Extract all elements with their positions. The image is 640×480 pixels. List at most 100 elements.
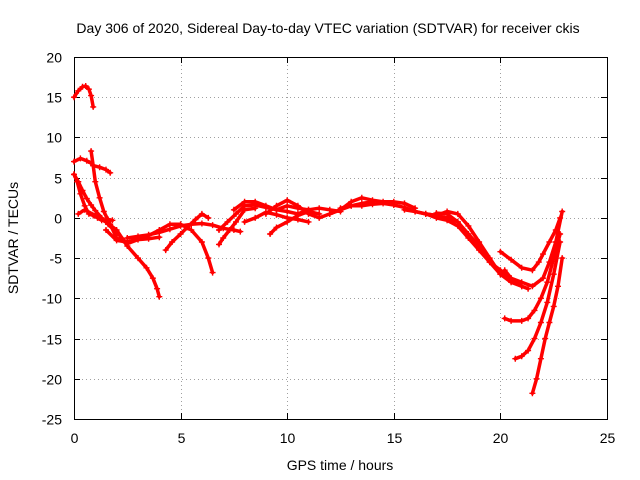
data-point — [77, 190, 84, 197]
series-arc-x — [529, 255, 566, 397]
data-point — [109, 217, 116, 224]
chart-title: Day 306 of 2020, Sidereal Day-to-day VTE… — [76, 20, 579, 36]
data-point — [444, 217, 451, 224]
series-arc-v — [501, 231, 564, 324]
data-point — [305, 210, 312, 217]
data-point — [529, 267, 536, 274]
x-tick-label: 10 — [280, 430, 296, 446]
data-point — [198, 239, 205, 245]
data-point — [557, 239, 564, 245]
data-point — [74, 178, 81, 185]
data-point — [96, 194, 103, 201]
data-point — [135, 233, 141, 240]
data-point — [486, 259, 493, 266]
data-point — [518, 353, 525, 360]
y-tick-label: -10 — [42, 291, 62, 307]
data-point — [531, 307, 538, 314]
series-arc-b — [88, 148, 163, 247]
data-point — [252, 198, 259, 205]
data-point — [103, 166, 109, 173]
data-point — [90, 103, 97, 110]
series-arc-high — [71, 83, 97, 110]
data-point — [233, 210, 239, 217]
series-arc-h — [124, 220, 244, 241]
data-point — [525, 347, 532, 354]
data-point — [284, 218, 291, 225]
data-point — [145, 231, 152, 238]
data-point — [508, 256, 515, 263]
data-point — [88, 92, 95, 99]
data-point — [103, 218, 109, 225]
data-point — [540, 275, 546, 282]
data-point — [497, 248, 504, 255]
series-arc-e — [75, 206, 163, 300]
data-point — [188, 221, 195, 228]
data-point — [465, 222, 472, 229]
series-line — [217, 203, 311, 232]
data-point — [533, 375, 540, 382]
y-axis-label: SDTVAR / TECUs — [5, 182, 21, 294]
data-point — [83, 157, 90, 164]
x-axis-label: GPS time / hours — [287, 457, 394, 473]
data-point — [71, 94, 77, 101]
x-tick-label: 5 — [178, 430, 186, 446]
series-arc-s — [433, 210, 532, 292]
data-point — [192, 216, 199, 223]
data-point — [205, 255, 212, 262]
data-point — [422, 210, 429, 217]
y-tick-label: -5 — [50, 251, 63, 267]
data-point — [79, 83, 86, 90]
data-point — [525, 285, 532, 292]
x-tick-labels: 0 5 10 15 20 25 — [71, 430, 616, 446]
y-tick-labels: -25 -20 -15 -10 -5 0 5 10 15 20 — [42, 50, 62, 428]
data-point — [92, 178, 99, 185]
data-point — [209, 222, 216, 229]
data-point — [198, 210, 205, 217]
data-point — [358, 202, 365, 209]
data-point — [537, 355, 544, 362]
data-point — [316, 214, 323, 221]
y-tick-label: 20 — [46, 50, 62, 66]
grid — [74, 57, 607, 419]
y-tick-label: 0 — [54, 211, 62, 227]
data-point — [241, 198, 248, 205]
data-point — [540, 251, 546, 258]
data-point — [273, 211, 280, 218]
data-point — [143, 264, 150, 271]
series-line — [402, 208, 503, 276]
data-point — [294, 212, 301, 219]
data-point — [501, 315, 508, 322]
y-tick-label: -25 — [42, 412, 62, 428]
data-point — [113, 227, 120, 233]
data-point — [188, 227, 195, 233]
data-point — [77, 155, 84, 162]
data-point — [156, 293, 163, 300]
data-point — [284, 197, 291, 204]
data-point — [542, 335, 549, 342]
data-point — [465, 231, 472, 237]
data-point — [177, 231, 184, 237]
data-point — [390, 202, 397, 208]
data-point — [537, 319, 544, 326]
data-point — [305, 218, 312, 225]
series-line — [513, 240, 562, 361]
data-point — [90, 162, 97, 169]
data-point — [216, 227, 222, 233]
data-point — [103, 227, 109, 233]
data-point — [525, 315, 532, 322]
data-point — [71, 158, 77, 165]
data-point — [252, 214, 259, 221]
data-point — [550, 303, 557, 310]
data-point — [262, 202, 269, 209]
data-point — [412, 208, 419, 215]
data-point — [198, 220, 205, 227]
data-point — [154, 285, 161, 292]
x-tick-label: 0 — [71, 430, 79, 446]
data-point — [226, 227, 233, 233]
data-point — [544, 279, 551, 286]
y-tick-label: -20 — [42, 372, 62, 388]
data-point — [75, 87, 82, 94]
data-point — [92, 212, 99, 219]
data-point — [100, 208, 107, 215]
